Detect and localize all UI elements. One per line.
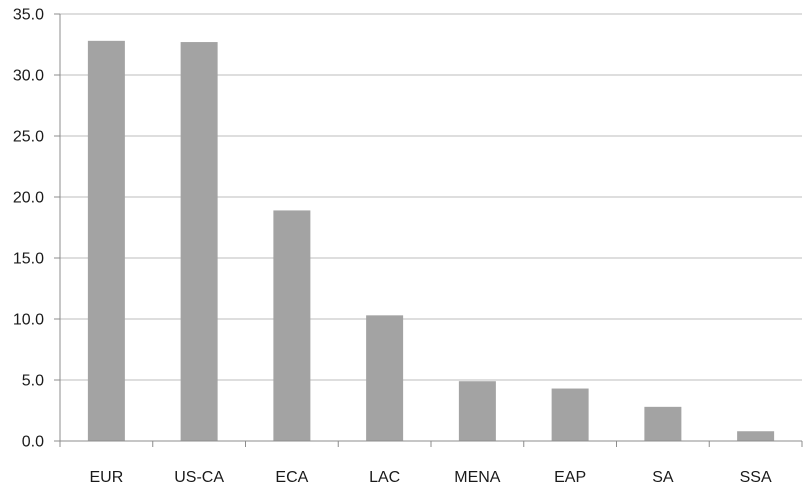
- bar-eur: [87, 40, 125, 442]
- y-tick-label: 20.0: [13, 190, 44, 207]
- y-tick-label: 10.0: [13, 312, 44, 329]
- x-tick-label: SSA: [740, 469, 772, 485]
- y-tick-label: 25.0: [13, 129, 44, 146]
- gridlines: [60, 13, 802, 381]
- axes: [54, 13, 803, 447]
- y-tick-label: 35.0: [13, 7, 44, 24]
- bar-lac: [366, 315, 404, 441]
- bar-ssa: [737, 431, 775, 441]
- bar-eca: [273, 210, 311, 441]
- x-tick-label: EUR: [89, 469, 123, 485]
- x-tick-label: MENA: [454, 469, 501, 485]
- bar-eap: [551, 388, 589, 441]
- y-tick-label: 5.0: [22, 373, 44, 390]
- x-tick-label: LAC: [369, 469, 400, 485]
- x-tick-label: SA: [652, 469, 674, 485]
- x-tick-label: EAP: [554, 469, 586, 485]
- x-axis-tick-labels: EUR US-CA ECA LAC MENA EAP SA SSA: [89, 469, 771, 485]
- y-axis-tick-labels: 0.0 5.0 10.0 15.0 20.0 25.0 30.0 35.0: [13, 7, 44, 451]
- y-tick-label: 15.0: [13, 251, 44, 268]
- x-tick-label: ECA: [275, 469, 308, 485]
- y-tick-label: 30.0: [13, 68, 44, 85]
- y-tick-label: 0.0: [22, 434, 44, 451]
- bar-us-ca: [180, 42, 218, 442]
- bar-sa: [644, 406, 682, 441]
- bar-mena: [458, 381, 496, 441]
- x-tick-label: US-CA: [174, 469, 224, 485]
- bars: [87, 40, 775, 442]
